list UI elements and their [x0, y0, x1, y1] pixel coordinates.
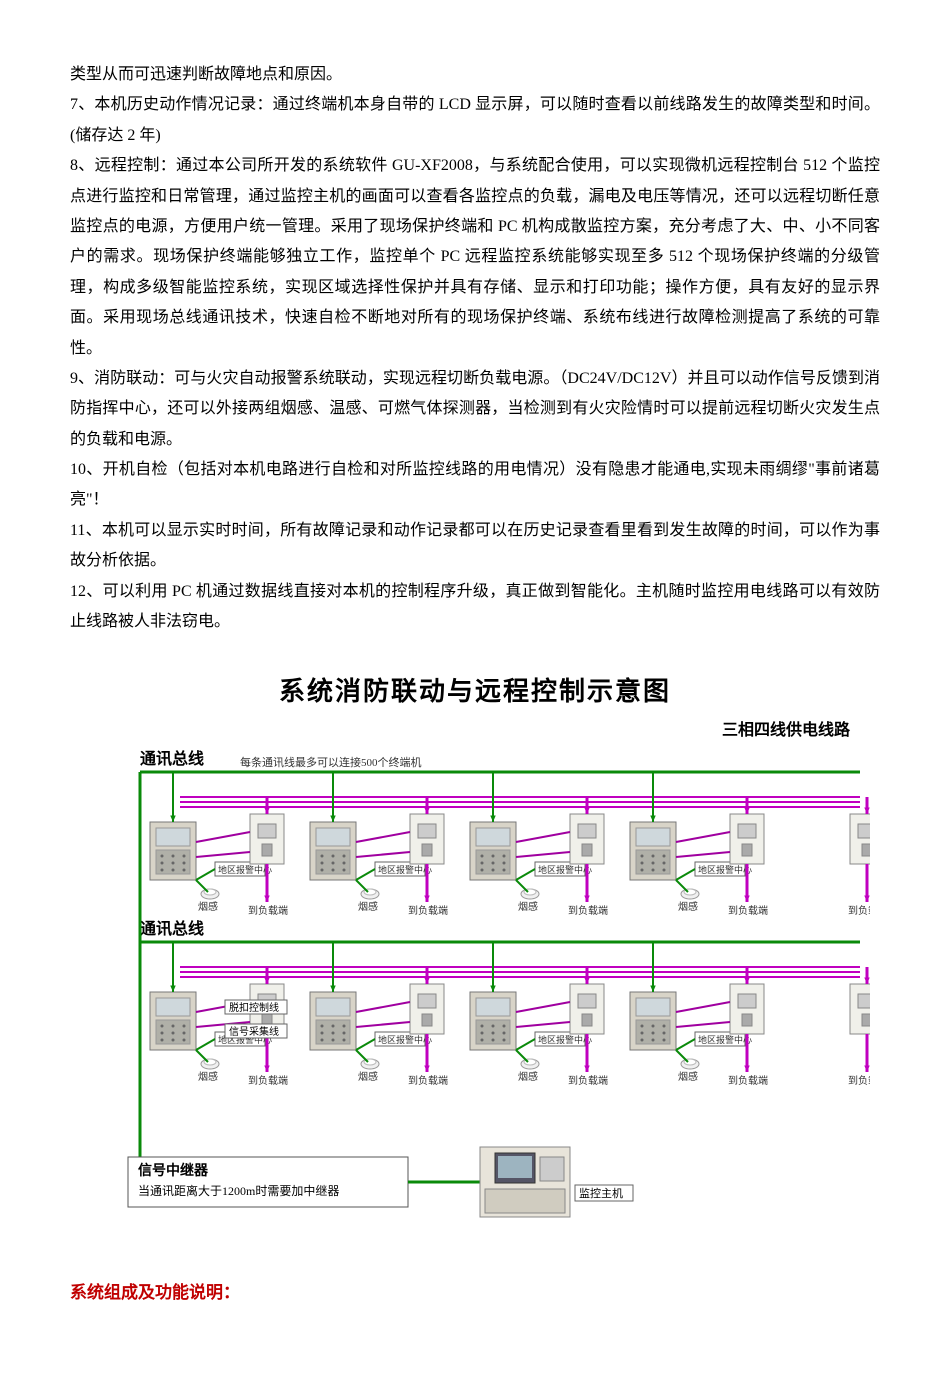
- svg-text:地区报警中心: 地区报警中心: [698, 1034, 752, 1045]
- paragraph-3: 9、消防联动：可与火灾自动报警系统联动，实现远程切断负载电源。（DC24V/DC…: [70, 364, 880, 455]
- svg-text:到负载端: 到负载端: [408, 1074, 448, 1087]
- svg-text:到负载端: 到负载端: [568, 904, 608, 917]
- svg-text:烟感: 烟感: [678, 1070, 698, 1083]
- svg-text:到负载端: 到负载端: [248, 1074, 288, 1087]
- svg-text:烟感: 烟感: [358, 900, 378, 913]
- svg-text:烟感: 烟感: [518, 1070, 538, 1083]
- svg-text:到负载端: 到负载端: [728, 1074, 768, 1087]
- paragraph-6: 12、可以利用 PC 机通过数据线直接对本机的控制程序升级，真正做到智能化。主机…: [70, 577, 880, 638]
- paragraph-2: 8、远程控制：通过本公司所开发的系统软件 GU-XF2008，与系统配合使用，可…: [70, 151, 880, 364]
- svg-text:烟感: 烟感: [518, 900, 538, 913]
- svg-text:脱扣控制线: 脱扣控制线: [229, 1001, 279, 1014]
- svg-text:地区报警中心: 地区报警中心: [218, 864, 272, 875]
- svg-text:烟感: 烟感: [198, 900, 218, 913]
- svg-text:地区报警中心: 地区报警中心: [538, 864, 592, 875]
- svg-text:到负载端: 到负载端: [728, 904, 768, 917]
- svg-text:三相四线供电线路: 三相四线供电线路: [722, 720, 851, 739]
- svg-text:到负载端: 到负载端: [568, 1074, 608, 1087]
- paragraph-1: 7、本机历史动作情况记录：通过终端机本身自带的 LCD 显示屏，可以随时查看以前…: [70, 90, 880, 151]
- diagram-title: 系统消防联动与远程控制示意图: [70, 667, 880, 716]
- svg-text:烟感: 烟感: [198, 1070, 218, 1083]
- svg-text:通讯总线: 通讯总线: [140, 749, 204, 768]
- system-diagram: 三相四线供电线路通讯总线每条通讯线最多可以连接500个终端机烟感地区报警中心到负…: [80, 717, 870, 1257]
- svg-text:当通讯距离大于1200m时需要加中继器: 当通讯距离大于1200m时需要加中继器: [138, 1183, 339, 1198]
- paragraph-5: 11、本机可以显示实时时间，所有故障记录和动作记录都可以在历史记录查看里看到发生…: [70, 516, 880, 577]
- svg-text:信号中继器: 信号中继器: [138, 1162, 209, 1179]
- svg-text:监控主机: 监控主机: [579, 1186, 623, 1200]
- svg-text:地区报警中心: 地区报警中心: [538, 1034, 592, 1045]
- svg-text:烟感: 烟感: [358, 1070, 378, 1083]
- section-title: 系统组成及功能说明：: [70, 1277, 880, 1309]
- svg-text:地区报警中心: 地区报警中心: [698, 864, 752, 875]
- svg-text:通讯总线: 通讯总线: [140, 919, 204, 938]
- svg-text:每条通讯线最多可以连接500个终端机: 每条通讯线最多可以连接500个终端机: [240, 755, 422, 769]
- svg-text:到负载端: 到负载端: [848, 1074, 870, 1087]
- svg-text:地区报警中心: 地区报警中心: [378, 1034, 432, 1045]
- svg-text:烟感: 烟感: [678, 900, 698, 913]
- svg-text:信号采集线: 信号采集线: [229, 1025, 279, 1038]
- svg-text:到负载端: 到负载端: [408, 904, 448, 917]
- paragraph-4: 10、开机自检（包括对本机电路进行自检和对所监控线路的用电情况）没有隐患才能通电…: [70, 455, 880, 516]
- svg-text:地区报警中心: 地区报警中心: [378, 864, 432, 875]
- diagram-container: 系统消防联动与远程控制示意图 三相四线供电线路通讯总线 每条通讯线最多可以连接50…: [70, 667, 880, 1256]
- svg-text:到负载端: 到负载端: [248, 904, 288, 917]
- svg-text:到负载端: 到负载端: [848, 904, 870, 917]
- paragraph-0: 类型从而可迅速判断故障地点和原因。: [70, 60, 880, 90]
